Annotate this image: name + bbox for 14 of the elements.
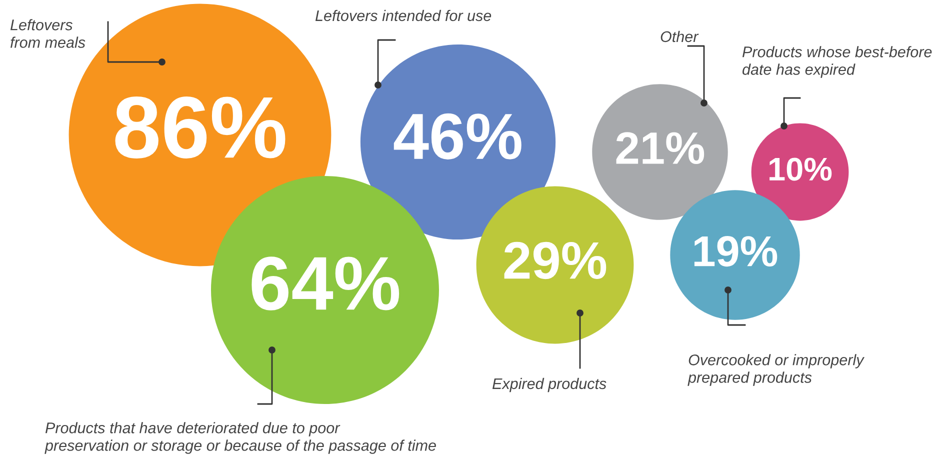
category-label: Leftovers from meals	[10, 19, 86, 48]
data-label: 19%	[694, 236, 778, 267]
category-label: Other	[660, 30, 699, 42]
data-label: 46%	[394, 113, 522, 160]
category-label: Expired products	[492, 378, 606, 392]
category-label: Overcooked or improperly prepared products	[688, 354, 865, 386]
data-label: 29%	[504, 242, 606, 280]
data-label: 21%	[616, 132, 704, 164]
category-label: Leftovers intended for use	[315, 10, 492, 22]
category-label: Products whose best-before date has expired	[742, 46, 932, 78]
category-label: Products that have deteriorated due to poor preservation or storage or because of the passage of time	[44, 422, 436, 454]
data-label: 86%	[115, 96, 286, 158]
data-label: 64%	[252, 256, 400, 310]
data-label: 10%	[770, 158, 832, 181]
